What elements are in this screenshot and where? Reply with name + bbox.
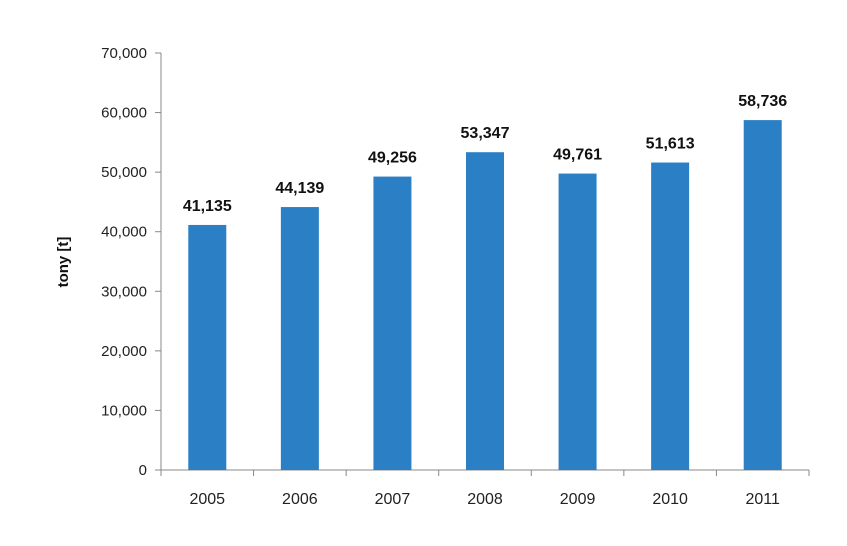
x-tick-label: 2010	[652, 491, 688, 508]
y-tick-label: 40,000	[101, 224, 147, 241]
x-tick-label: 2006	[282, 491, 318, 508]
data-label: 53,347	[461, 125, 510, 142]
x-tick-label: 2005	[189, 491, 225, 508]
bar-2008	[466, 152, 504, 471]
y-axis-label: tony [t]	[55, 237, 72, 288]
data-label: 44,139	[275, 180, 324, 197]
bar-2005	[188, 224, 227, 470]
data-label: 49,256	[368, 150, 417, 167]
x-tick-label: 2008	[467, 491, 503, 508]
x-tick-label: 2009	[560, 491, 596, 508]
data-label: 49,761	[553, 147, 602, 164]
data-label: 41,135	[183, 198, 232, 215]
y-tick-label: 10,000	[101, 402, 147, 419]
y-tick-label: 0	[139, 462, 147, 479]
data-label: 58,736	[738, 93, 787, 110]
x-tick-label: 2011	[746, 491, 781, 508]
bar-2009	[558, 173, 597, 470]
y-tick-label: 20,000	[101, 343, 147, 360]
y-tick-label: 30,000	[101, 283, 147, 300]
bar-2010	[651, 162, 690, 470]
y-tick-label: 60,000	[101, 105, 147, 122]
x-tick-label: 2007	[375, 491, 411, 508]
bar-2007	[373, 176, 412, 471]
bar-2006	[280, 207, 319, 470]
bar-2011	[743, 120, 782, 470]
y-tick-label: 70,000	[101, 45, 147, 62]
data-label: 51,613	[646, 136, 695, 153]
y-tick-label: 50,000	[101, 164, 147, 181]
